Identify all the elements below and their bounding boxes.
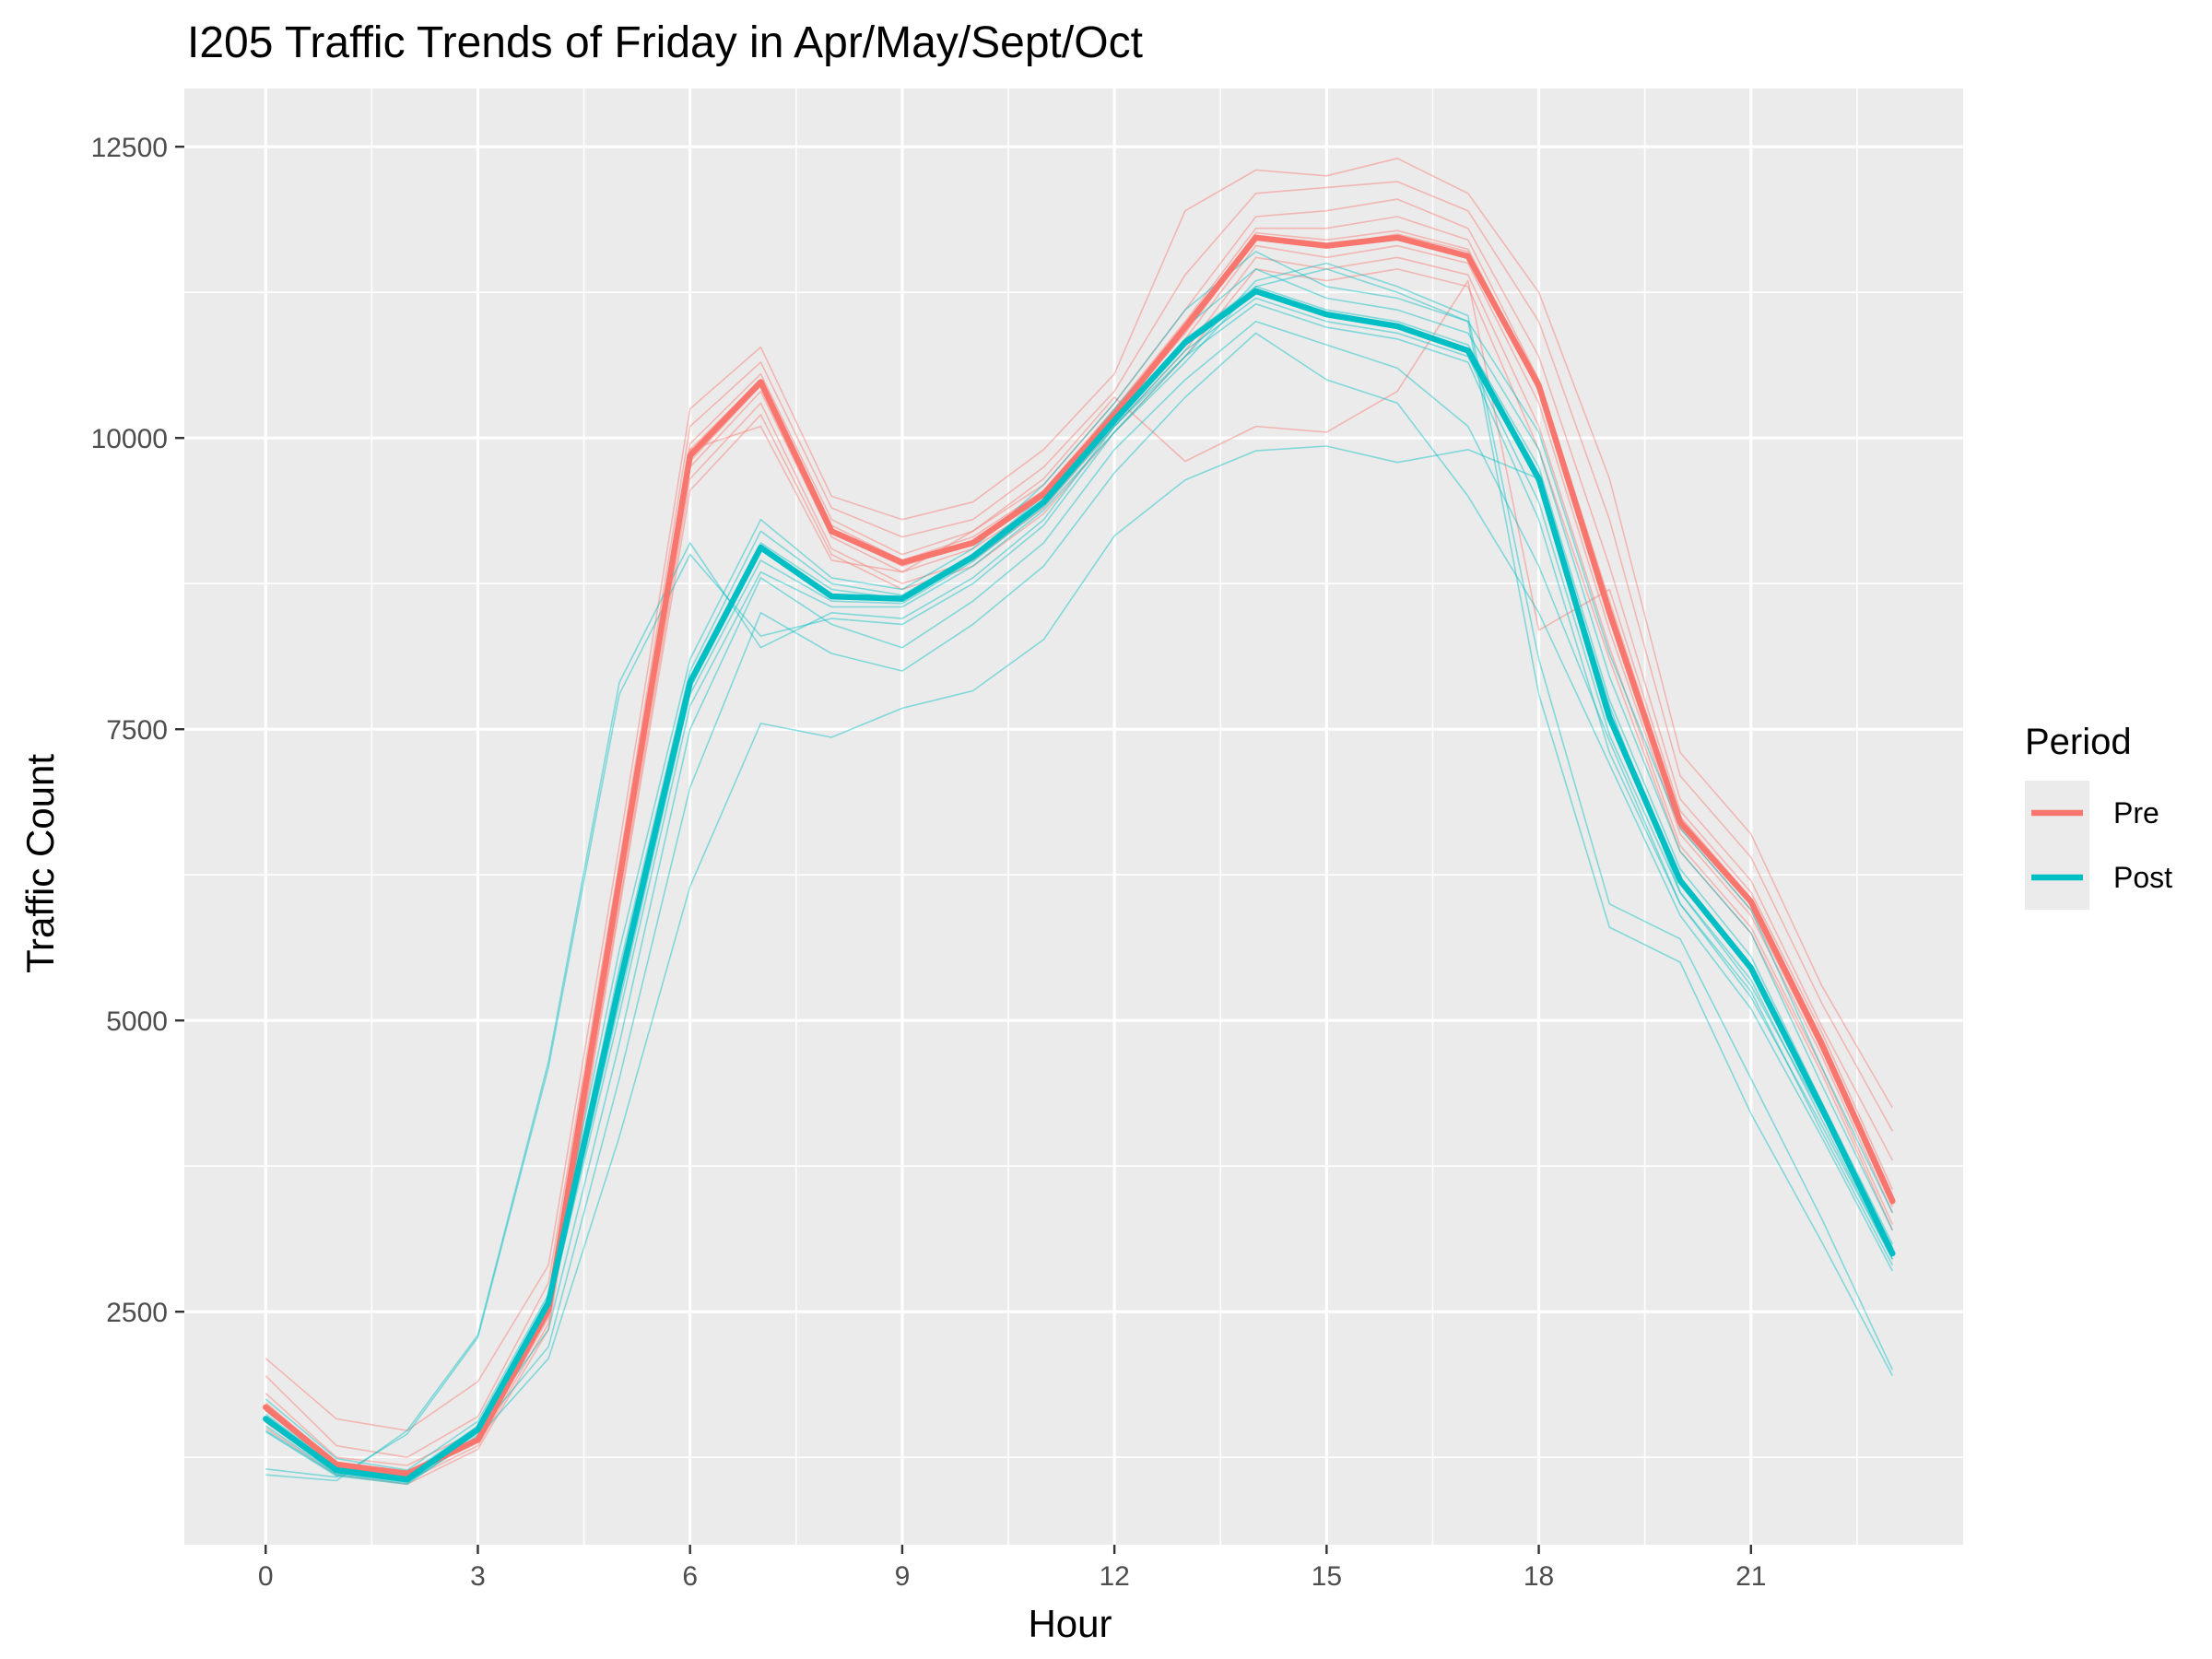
plot-panel <box>184 88 1963 1545</box>
chart-title: I205 Traffic Trends of Friday in Apr/May… <box>187 18 1143 67</box>
x-tick-label: 3 <box>470 1561 486 1592</box>
day-line-pre <box>265 268 1894 1486</box>
day-line-post <box>265 321 1894 1477</box>
x-axis-title: Hour <box>1028 1602 1112 1645</box>
x-axis: 0 3 6 9 12 15 18 21 <box>258 1545 1766 1592</box>
day-line-post <box>265 445 1894 1484</box>
day-line-pre <box>265 181 1894 1458</box>
y-axis: 2500 5000 7500 10000 12500 <box>91 133 184 1328</box>
y-tick-label: 5000 <box>106 1006 168 1037</box>
day-line-post <box>265 262 1894 1482</box>
day-line-post <box>265 332 1894 1479</box>
legend: Period Pre Post <box>2025 722 2172 910</box>
major-gridlines <box>184 88 1963 1545</box>
y-tick-label: 12500 <box>91 133 168 163</box>
minor-gridlines <box>184 88 1963 1545</box>
legend-label-post: Post <box>2113 861 2172 894</box>
x-tick-label: 6 <box>682 1561 698 1592</box>
legend-title: Period <box>2025 722 2132 762</box>
x-tick-label: 21 <box>1735 1561 1766 1592</box>
day-line-pre <box>265 256 1894 1482</box>
x-tick-label: 9 <box>895 1561 911 1592</box>
x-tick-label: 15 <box>1312 1561 1342 1592</box>
mean-line-pre <box>263 234 1896 1477</box>
legend-label-pre: Pre <box>2113 796 2159 830</box>
y-axis-title: Traffic Count <box>18 754 62 973</box>
y-tick-label: 10000 <box>91 424 168 454</box>
y-tick-label: 2500 <box>106 1298 168 1328</box>
y-tick-label: 7500 <box>106 715 168 746</box>
mean-lines <box>263 234 1896 1483</box>
day-line-post <box>265 251 1894 1471</box>
day-line-post <box>265 268 1894 1478</box>
x-tick-label: 18 <box>1524 1561 1554 1592</box>
day-line-pre <box>265 158 1893 1431</box>
x-tick-label: 12 <box>1099 1561 1129 1592</box>
x-tick-label: 0 <box>258 1561 274 1592</box>
mean-line-post <box>263 288 1896 1483</box>
